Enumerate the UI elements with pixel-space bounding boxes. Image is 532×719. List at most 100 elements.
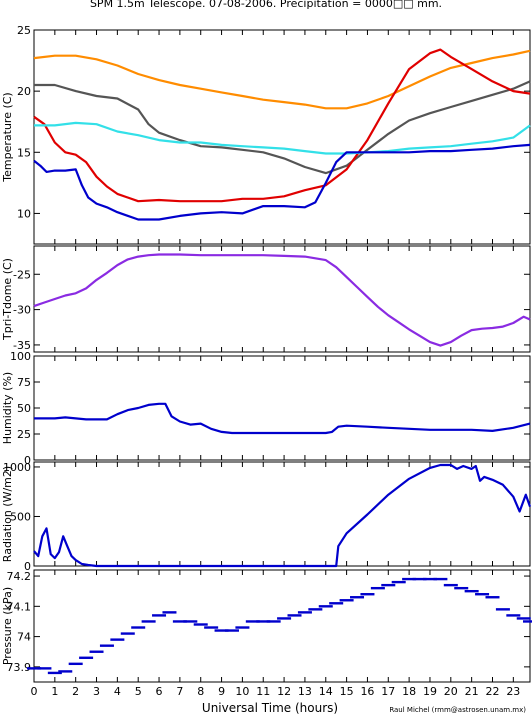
temperature-ytick-label: 15 (17, 146, 31, 159)
pressure-y-axis-title: Pressure (kPa) (1, 587, 14, 665)
pressure-ytick-label: 73.9 (7, 661, 32, 674)
pressure-series-blue-point (172, 620, 187, 623)
tpri-tdome-series-purple (33, 253, 531, 347)
pressure-series-blue-point (495, 608, 510, 611)
pressure-series-blue-point (79, 656, 94, 659)
pressure-series-blue-point (152, 614, 167, 617)
credit-text: Raul Michel (rmm@astrosen.unam.mx) (389, 706, 526, 714)
radiation-frame (33, 461, 531, 567)
pressure-series-blue-point (422, 577, 437, 581)
pressure-series-blue-point (350, 596, 365, 599)
temperature-series-orange (33, 49, 531, 110)
temperature-ytick-label: 10 (17, 207, 31, 220)
pressure-series-blue-point (329, 602, 344, 605)
x-tick-label: 20 (444, 685, 458, 698)
x-tick-label: 8 (197, 685, 204, 698)
x-tick-label: 6 (156, 685, 163, 698)
tpri-tdome-ytick-label: -25 (13, 268, 31, 281)
pressure-series-blue-point (224, 629, 239, 632)
pressure-series-blue-point (454, 586, 469, 590)
radiation-series-blue (33, 463, 532, 568)
x-tick-label: 22 (485, 685, 499, 698)
humidity-ytick-label: 50 (17, 402, 31, 415)
pressure-series-blue-point (58, 670, 73, 673)
humidity-ytick-label: 75 (17, 376, 31, 389)
temperature-series-blue (33, 143, 531, 221)
x-tick-label: 3 (93, 685, 100, 698)
tpri-tdome-ytick-label: -30 (13, 304, 31, 317)
pressure-series-blue-point (370, 586, 385, 590)
pressure-series-blue-point (214, 629, 229, 632)
x-tick-label: 11 (256, 685, 270, 698)
pressure-ytick-label: 74.2 (7, 570, 32, 583)
pressure-series-blue-point (131, 626, 146, 629)
radiation-ytick-label: 0 (24, 560, 31, 573)
humidity-y-axis-title: Humidity (%) (1, 372, 14, 444)
pressure-series-blue-point (360, 593, 375, 596)
x-tick-label: 2 (72, 685, 79, 698)
x-tick-label: 1 (51, 685, 58, 698)
radiation-ytick-label: 500 (10, 510, 31, 523)
pressure-series-blue-point (183, 620, 198, 623)
pressure-series-blue-point (516, 617, 531, 620)
pressure-series-blue-point (120, 632, 135, 635)
x-tick-label: 17 (381, 685, 395, 698)
pressure-series-blue-point (287, 614, 302, 617)
temperature-series-dark_gray (34, 80, 531, 175)
pressure-series-blue-point (391, 580, 406, 584)
pressure-series-blue-point (266, 620, 281, 623)
pressure-series-blue-point (256, 620, 271, 623)
pressure-series-blue-point (193, 623, 208, 626)
pressure-series-blue-point (204, 626, 219, 629)
temperature-y-axis-title: Temperature (C) (1, 92, 14, 182)
x-tick-label: 5 (135, 685, 142, 698)
x-tick-label: 14 (319, 685, 333, 698)
pressure-series-blue-point (110, 638, 125, 641)
tpri-tdome-ytick-label: -35 (13, 339, 31, 352)
pressure-frame (33, 569, 531, 683)
pressure-series-blue-point (412, 577, 427, 581)
x-tick-label: 23 (506, 685, 520, 698)
pressure-ytick-label: 74.1 (7, 600, 32, 613)
x-tick-label: 16 (360, 685, 374, 698)
temperature-series-cyan (34, 121, 531, 155)
pressure-series-blue-point (99, 644, 114, 647)
pressure-series-blue-point (433, 577, 448, 581)
tpri-tdome-y-axis-title: Tpri-Tdome (C) (1, 258, 14, 341)
radiation-ytick-label: 1000 (3, 461, 31, 474)
pressure-series-blue-point (339, 599, 354, 602)
pressure-series-blue-point (27, 667, 41, 670)
pressure-series-blue-point (297, 611, 312, 614)
x-tick-label: 15 (340, 685, 354, 698)
humidity-panel: 0 25 50 75 100 Humidity (%) (1, 350, 531, 467)
radiation-y-axis-title: Radiation (W/m2) (1, 466, 14, 562)
humidity-ytick-label: 25 (17, 428, 31, 441)
x-tick-label: 19 (423, 685, 437, 698)
humidity-ytick-label: 100 (10, 350, 31, 363)
humidity-series-blue (34, 402, 531, 435)
x-tick-label: 7 (176, 685, 183, 698)
x-tick-label: 12 (277, 685, 291, 698)
pressure-series-blue-point (37, 667, 52, 670)
humidity-frame (33, 355, 531, 461)
pressure-series-blue-point (443, 583, 458, 587)
pressure-series-blue-point (485, 596, 500, 599)
pressure-series-blue-point (523, 620, 532, 623)
pressure-series-blue-point (402, 577, 417, 581)
x-tick-label: 21 (465, 685, 479, 698)
temperature-ytick-label: 25 (17, 24, 31, 37)
x-tick-label: 4 (114, 685, 121, 698)
temperature-ytick-label: 20 (17, 85, 31, 98)
x-tick-label: 18 (402, 685, 416, 698)
pressure-series-blue-point (381, 583, 396, 587)
pressure-series-blue-point (89, 650, 104, 653)
pressure-series-blue-point (235, 626, 250, 629)
temperature-panel: 10 15 20 25 Temperature (C) (1, 24, 531, 245)
humidity-ytick-label: 0 (24, 454, 31, 467)
pressure-series-blue-point (318, 605, 333, 608)
